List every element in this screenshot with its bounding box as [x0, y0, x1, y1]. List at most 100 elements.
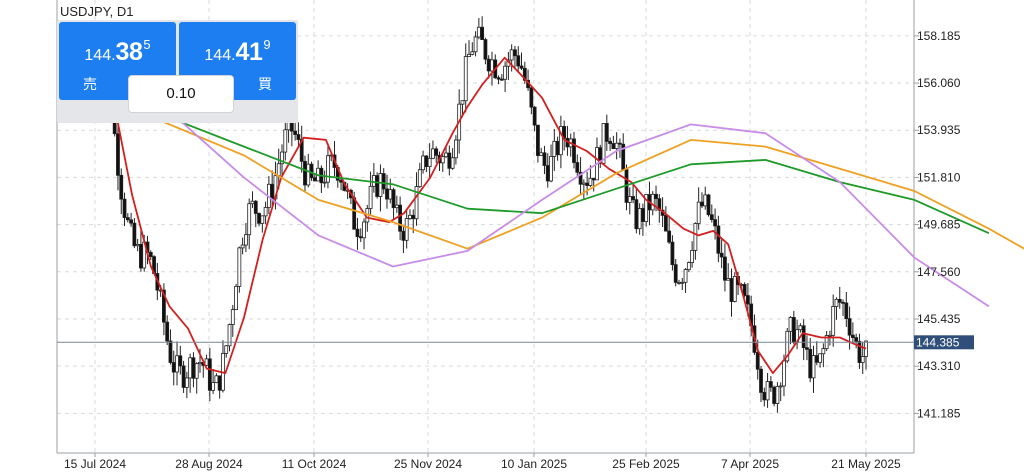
candle-body — [116, 133, 120, 176]
candle-body — [280, 151, 284, 165]
candle-body — [637, 208, 642, 230]
candle-body — [791, 317, 796, 343]
candle-body — [234, 285, 238, 311]
candle-body — [729, 278, 734, 302]
buy-label: 買 — [258, 76, 272, 92]
candle-body — [293, 130, 298, 135]
moving-averages — [94, 56, 1024, 374]
candle-body — [398, 204, 403, 232]
candle-body — [503, 65, 508, 80]
candle-body — [168, 340, 173, 363]
lot-size-field[interactable]: 0.10 — [129, 76, 233, 112]
price-axis[interactable]: 158.185 156.060 153.935 151.810 149.685 147.5… — [914, 29, 961, 421]
candle-body — [634, 199, 639, 230]
candle-body — [536, 124, 540, 156]
candle-body — [828, 334, 832, 337]
candle-body — [726, 278, 731, 281]
candle-body — [165, 321, 170, 342]
candle-body — [772, 386, 777, 404]
candle-body — [178, 355, 183, 367]
candle-body — [171, 362, 176, 373]
time-axis[interactable]: 15 Jul 2024 28 Aug 2024 11 Oct 2024 25 Nov … — [64, 453, 901, 471]
ma-line-2 — [94, 94, 1024, 250]
candle-body — [188, 357, 193, 379]
candle-body — [775, 385, 780, 404]
x-tick-label: 21 May 2025 — [831, 457, 901, 471]
candle-body — [486, 58, 491, 72]
candle-body — [237, 247, 242, 287]
candle-body — [601, 123, 606, 164]
candle-body — [654, 193, 658, 200]
candle-body — [581, 182, 586, 185]
candle-body — [545, 165, 550, 182]
candle-body — [709, 214, 714, 220]
candle-body — [270, 183, 275, 200]
y-tick-label: 149.685 — [917, 218, 961, 232]
candle-body — [483, 39, 488, 60]
candle-body — [755, 351, 760, 370]
candle-body — [444, 152, 448, 158]
candle-body — [818, 353, 822, 363]
ma-line-1 — [94, 56, 867, 374]
candle-body — [745, 295, 750, 305]
y-tick-label: 147.560 — [917, 265, 961, 279]
candle-body — [837, 298, 842, 303]
candle-body — [798, 325, 803, 331]
candle-body — [309, 163, 314, 179]
candle-body — [352, 197, 357, 230]
candle-body — [850, 334, 855, 338]
candle-body — [401, 230, 406, 241]
candle-body — [614, 142, 619, 149]
candle-body — [499, 78, 504, 81]
candle-body — [549, 156, 553, 182]
candle-body — [391, 189, 396, 209]
candle-body — [723, 256, 727, 281]
candle-body — [732, 276, 737, 302]
candle-body — [427, 157, 432, 168]
candle-body — [358, 236, 363, 239]
candle-body — [782, 360, 786, 387]
candle-body — [480, 26, 485, 40]
candle-body — [148, 252, 153, 258]
x-tick-label: 15 Jul 2024 — [64, 457, 126, 471]
candle-body — [375, 175, 380, 197]
candle-body — [194, 363, 199, 379]
candle-body — [260, 215, 265, 224]
candle-body — [693, 223, 698, 251]
candle-body — [831, 306, 836, 336]
candle-body — [132, 222, 137, 247]
y-tick-label: 156.060 — [917, 76, 961, 90]
candle-body — [680, 281, 685, 284]
candle-body — [762, 392, 767, 401]
candle-body — [677, 282, 681, 284]
candle-body — [476, 26, 481, 38]
candle-body — [460, 100, 465, 105]
candle-body — [450, 157, 455, 169]
x-tick-label: 25 Feb 2025 — [612, 457, 680, 471]
candle-body — [834, 298, 839, 307]
sell-label: 売 — [83, 76, 97, 92]
candle-body — [558, 126, 563, 156]
candle-body — [552, 140, 557, 157]
candle-body — [181, 365, 186, 388]
candle-body — [135, 244, 140, 247]
candle-body — [641, 208, 645, 222]
candle-body — [175, 355, 179, 373]
candle-body — [227, 324, 232, 347]
candle-body — [847, 318, 852, 336]
symbol-title: USDJPY, D1 — [60, 4, 134, 19]
candle-body — [785, 330, 790, 362]
candle-body — [424, 155, 429, 168]
candle-body — [247, 203, 252, 236]
x-tick-label: 25 Nov 2024 — [394, 457, 462, 471]
candle-body — [421, 155, 425, 171]
candle-body — [759, 368, 763, 393]
candle-body — [516, 55, 521, 67]
candle-body — [778, 385, 783, 388]
candle-body — [811, 355, 816, 379]
candle-body — [240, 244, 245, 249]
sell-price: 144.385 — [84, 37, 151, 66]
buy-price: 144.419 — [204, 37, 271, 66]
candle-body — [440, 156, 445, 164]
candle-body — [408, 214, 412, 219]
